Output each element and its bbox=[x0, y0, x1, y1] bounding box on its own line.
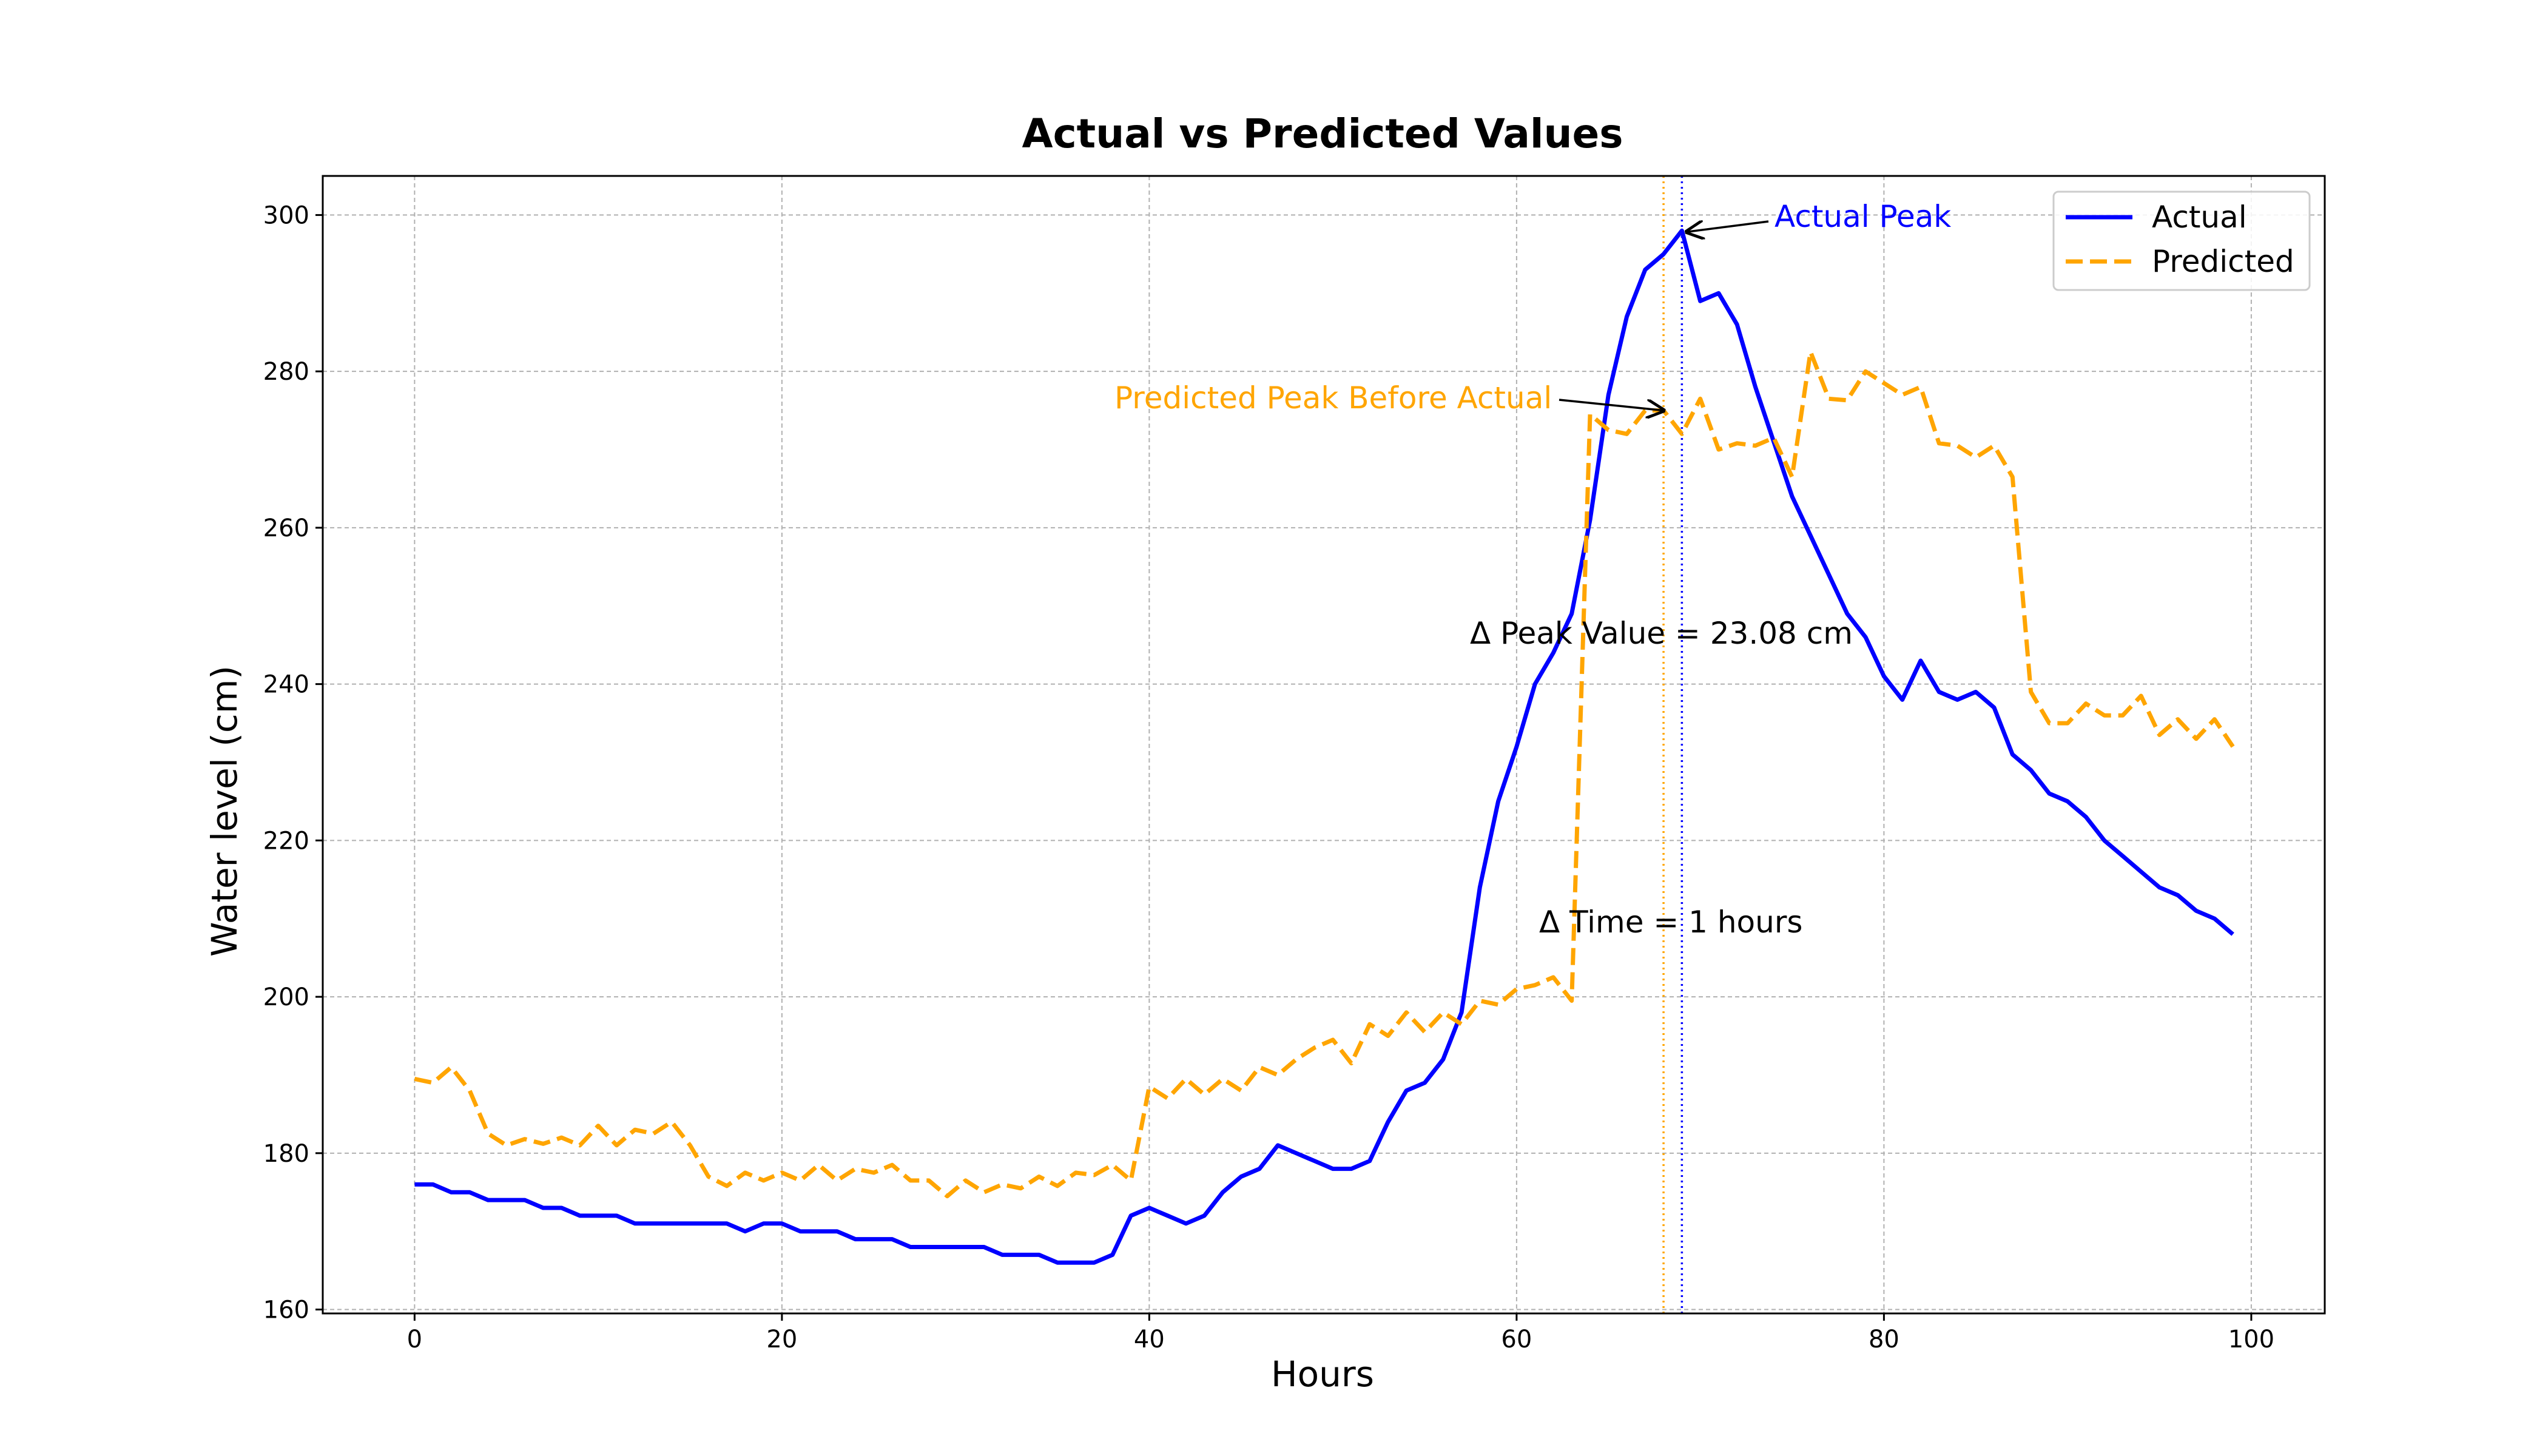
y-tick-label: 300 bbox=[263, 201, 309, 229]
y-tick-label: 220 bbox=[263, 827, 309, 855]
actual-peak-label: Actual Peak bbox=[1774, 199, 1951, 234]
x-tick-label: 80 bbox=[1869, 1326, 1899, 1353]
delta-time-label: Δ Time = 1 hours bbox=[1539, 905, 1802, 940]
delta-peak-label: Δ Peak Value = 23.08 cm bbox=[1470, 616, 1853, 651]
peak-markers bbox=[1662, 176, 1684, 1313]
predicted-series-line bbox=[414, 349, 2235, 1199]
predicted-peak-arrow bbox=[1559, 399, 1663, 411]
y-tick-label: 240 bbox=[263, 671, 309, 699]
legend-predicted-label: Predicted bbox=[2152, 244, 2294, 279]
y-tick-label: 180 bbox=[263, 1140, 309, 1168]
x-tick-label: 40 bbox=[1134, 1326, 1165, 1353]
x-tick-label: 0 bbox=[407, 1326, 422, 1353]
x-tick-label: 100 bbox=[2228, 1326, 2274, 1353]
annotations: Actual Peak Predicted Peak Before Actual… bbox=[1114, 199, 1951, 940]
y-axis-label: Water level (cm) bbox=[204, 666, 245, 957]
actual-peak-arrow bbox=[1687, 221, 1769, 232]
actual-series-line bbox=[414, 228, 2234, 1265]
plot-frame bbox=[322, 175, 2326, 1315]
y-tick-label: 280 bbox=[263, 358, 309, 386]
legend: Actual Predicted bbox=[2052, 190, 2311, 291]
y-tick-label: 200 bbox=[263, 983, 309, 1011]
x-tick-label: 60 bbox=[1501, 1326, 1532, 1353]
grid-lines bbox=[323, 176, 2325, 1313]
y-tick-label: 260 bbox=[263, 514, 309, 542]
predicted-peak-label: Predicted Peak Before Actual bbox=[1114, 380, 1552, 416]
x-tick-label: 20 bbox=[766, 1326, 797, 1353]
x-axis-label: Hours bbox=[1271, 1353, 1374, 1395]
series-lines bbox=[414, 228, 2235, 1265]
legend-actual-label: Actual bbox=[2152, 200, 2247, 235]
axis-ticks: 0 20 40 60 80 100 160 180 200 220 240 260 280 300 bbox=[263, 201, 2274, 1353]
chart-title: Actual vs Predicted Values bbox=[1022, 110, 1623, 157]
y-tick-label: 160 bbox=[263, 1296, 309, 1324]
